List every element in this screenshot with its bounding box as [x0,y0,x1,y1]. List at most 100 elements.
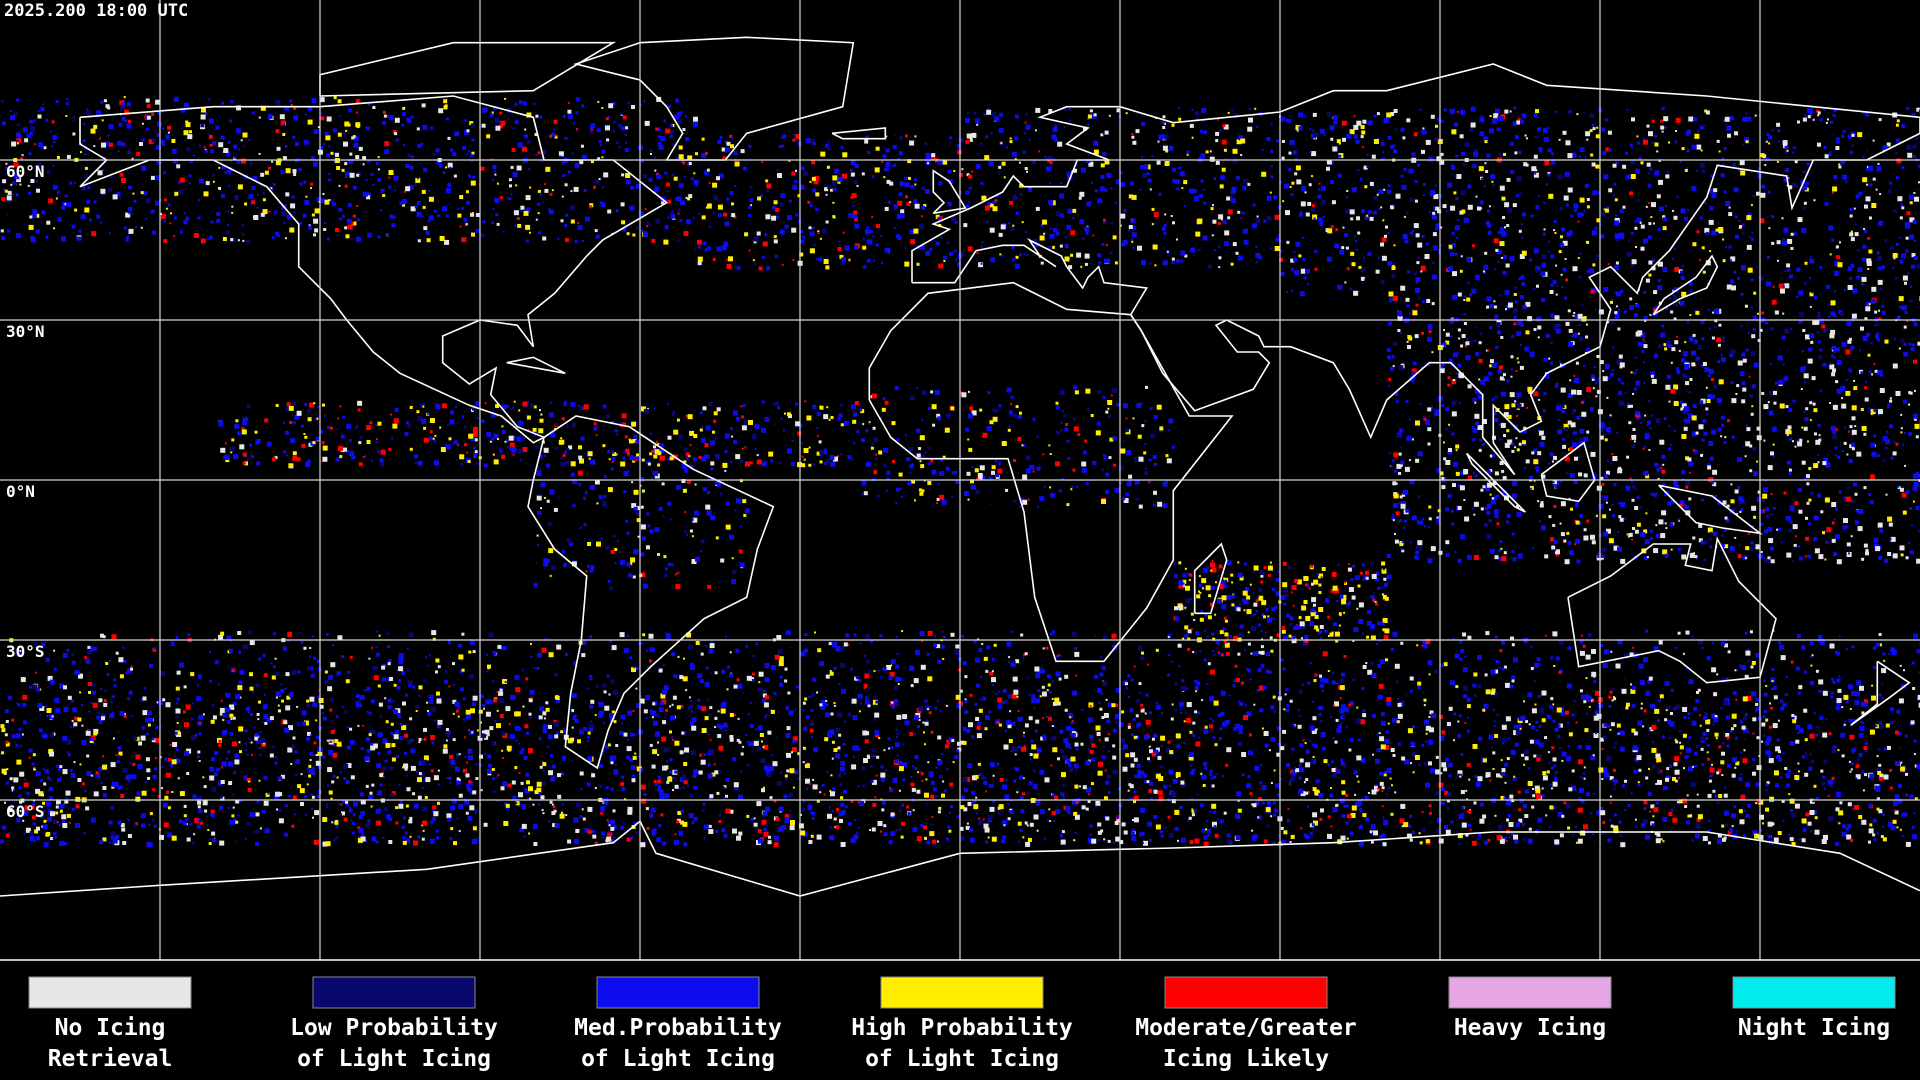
icing-pixel [852,755,855,758]
icing-pixel [1477,655,1482,660]
icing-pixel [386,233,390,237]
icing-pixel [1189,730,1193,734]
icing-pixel [302,721,306,726]
icing-pixel [0,839,5,844]
icing-pixel [883,832,888,837]
icing-pixel [447,735,450,738]
icing-pixel [1580,799,1585,804]
icing-pixel [884,768,888,772]
icing-pixel [1696,691,1699,694]
icing-pixel [294,759,297,762]
icing-pixel [174,731,178,735]
icing-pixel [1891,650,1897,656]
icing-pixel [1677,801,1679,804]
icing-pixel [1656,832,1661,837]
icing-pixel [518,772,521,774]
icing-pixel [1327,763,1331,767]
icing-pixel [9,777,13,781]
icing-pixel [501,731,506,736]
icing-pixel [671,652,676,657]
icing-pixel [336,166,341,170]
icing-pixel [1832,680,1836,684]
icing-pixel [1527,692,1533,698]
icing-pixel [1583,772,1585,775]
icing-pixel [399,800,403,804]
icing-pixel [998,804,1004,810]
icing-pixel [1889,768,1893,772]
icing-pixel [923,825,928,830]
icing-pixel [311,213,315,217]
icing-pixel [236,159,241,164]
icing-pixel [1367,792,1370,794]
icing-pixel [352,135,356,139]
icing-pixel [1649,704,1653,708]
icing-pixel [1708,779,1712,783]
icing-pixel [671,173,674,176]
icing-pixel [352,822,355,826]
icing-pixel [1510,749,1516,755]
icing-pixel [690,700,693,702]
icing-pixel [896,754,899,757]
icing-pixel [152,647,157,652]
icing-pixel [805,715,810,720]
icing-pixel [810,695,813,698]
icing-pixel [1893,801,1898,807]
icing-pixel [1579,775,1583,779]
icing-pixel [1087,838,1093,843]
icing-pixel [1873,645,1876,648]
icing-pixel [1889,786,1893,790]
icing-pixel [48,198,54,204]
icing-pixel [1814,816,1818,820]
icing-pixel [888,676,893,680]
icing-pixel [22,819,25,822]
icing-pixel [436,698,442,704]
icing-pixel [1258,685,1264,691]
icing-pixel [937,700,939,703]
icing-pixel [275,671,280,676]
icing-pixel [292,736,296,740]
icing-pixel [1298,788,1304,794]
icing-pixel [466,784,470,788]
icing-pixel [335,152,339,157]
icing-pixel [231,706,235,710]
icing-pixel [975,657,980,663]
icing-pixel [574,719,579,724]
icing-pixel [764,695,769,700]
icing-pixel [291,824,295,828]
icing-pixel [93,791,99,797]
icing-pixel [1679,741,1682,744]
icing-pixel [51,120,55,124]
icing-pixel [910,775,913,778]
icing-pixel [1346,837,1349,840]
icing-pixel [513,210,519,216]
icing-pixel [1445,829,1451,835]
icing-pixel [268,186,271,189]
icing-pixel [916,836,922,842]
icing-pixel [1377,694,1383,700]
icing-pixel [1135,699,1140,703]
icing-pixel [97,711,100,714]
icing-pixel [1416,644,1419,647]
icing-pixel [1440,772,1443,775]
icing-pixel [32,209,38,215]
icing-pixel [776,635,782,640]
icing-pixel [1835,807,1840,812]
icing-pixel [1336,728,1342,733]
icing-pixel [599,710,604,716]
icing-pixel [632,709,635,712]
icing-pixel [38,728,43,733]
icing-pixel [1712,789,1716,793]
icing-pixel [1466,729,1470,733]
icing-pixel [1603,769,1608,774]
icing-pixel [839,783,842,786]
icing-pixel [1122,766,1128,772]
icing-pixel [1878,809,1883,814]
icing-pixel [510,165,514,169]
icing-pixel [4,709,9,714]
icing-pixel [1052,630,1056,634]
icing-pixel [232,741,238,747]
icing-pixel [1913,812,1916,815]
icing-pixel [976,812,979,815]
icing-pixel [654,807,657,810]
icing-pixel [571,759,573,762]
